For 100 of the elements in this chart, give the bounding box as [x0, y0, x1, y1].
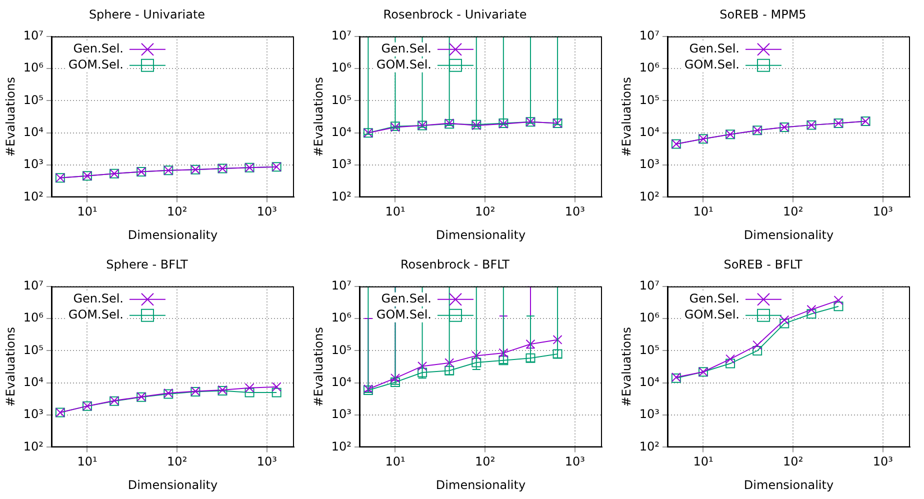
point — [444, 366, 454, 376]
point — [498, 348, 508, 358]
point — [834, 302, 844, 312]
y-tick-label: 10² — [331, 439, 352, 454]
legend-label: Gen.Sel. — [73, 42, 124, 56]
x-axis-title: Dimensionality — [128, 478, 218, 492]
point — [552, 334, 562, 344]
point — [390, 373, 400, 383]
y-axis-title: #Evaluations — [311, 76, 326, 157]
legend-label: Gen.Sel. — [689, 42, 740, 56]
point — [834, 296, 844, 306]
x-tick-label: 10¹ — [77, 204, 98, 219]
y-tick-label: 10⁷ — [23, 28, 44, 43]
x-axis-title: Dimensionality — [744, 478, 834, 492]
y-tick-label: 10² — [23, 189, 44, 204]
y-axis-title: #Evaluations — [3, 326, 18, 407]
x-axis-title: Dimensionality — [128, 228, 218, 242]
point — [444, 358, 454, 368]
y-tick-label: 10⁵ — [23, 92, 44, 107]
y-tick-label: 10³ — [639, 157, 660, 172]
y-tick-label: 10⁶ — [639, 310, 660, 325]
point — [418, 361, 428, 371]
y-tick-label: 10⁵ — [639, 342, 660, 357]
point — [726, 358, 736, 368]
legend-label: GOM.Sel. — [684, 308, 740, 322]
x-tick-label: 10³ — [872, 454, 894, 469]
y-tick-label: 10⁶ — [639, 60, 660, 75]
y-tick-label: 10⁵ — [331, 342, 352, 357]
chart-title: Rosenbrock - BFLT — [400, 257, 510, 272]
y-tick-label: 10⁴ — [639, 375, 660, 390]
y-tick-label: 10³ — [23, 157, 44, 172]
x-tick-label: 10¹ — [693, 454, 714, 469]
y-tick-label: 10⁶ — [331, 60, 352, 75]
legend-label: GOM.Sel. — [68, 58, 124, 72]
chart-title: Sphere - Univariate — [88, 7, 206, 22]
y-tick-label: 10³ — [639, 407, 660, 422]
legend-label: GOM.Sel. — [376, 308, 432, 322]
y-tick-label: 10⁵ — [331, 92, 352, 107]
point — [272, 388, 282, 398]
x-tick-label: 10¹ — [693, 204, 714, 219]
x-tick-label: 10¹ — [385, 454, 406, 469]
x-tick-label: 10³ — [564, 454, 586, 469]
point — [244, 383, 254, 393]
point — [752, 346, 762, 356]
point — [498, 356, 508, 366]
y-tick-label: 10² — [23, 439, 44, 454]
x-tick-label: 10² — [167, 204, 188, 219]
y-tick-label: 10³ — [331, 157, 352, 172]
point — [752, 340, 762, 350]
y-tick-label: 10⁴ — [23, 125, 44, 140]
chart-title: Sphere - BFLT — [106, 257, 189, 272]
x-tick-label: 10² — [475, 454, 496, 469]
point — [780, 315, 790, 325]
legend-label: Gen.Sel. — [73, 292, 124, 306]
legend-label: GOM.Sel. — [68, 308, 124, 322]
x-tick-label: 10³ — [564, 204, 586, 219]
y-tick-label: 10⁴ — [639, 125, 660, 140]
point — [472, 358, 482, 368]
point — [472, 350, 482, 360]
y-tick-label: 10⁶ — [23, 60, 44, 75]
y-tick-label: 10⁶ — [23, 310, 44, 325]
legend-label: Gen.Sel. — [381, 292, 432, 306]
y-tick-label: 10⁴ — [23, 375, 44, 390]
x-tick-label: 10² — [475, 204, 496, 219]
y-tick-label: 10⁵ — [639, 92, 660, 107]
legend-label: Gen.Sel. — [381, 42, 432, 56]
y-tick-label: 10⁶ — [331, 310, 352, 325]
y-axis-title: #Evaluations — [619, 326, 634, 407]
y-axis-title: #Evaluations — [619, 76, 634, 157]
y-tick-label: 10² — [331, 189, 352, 204]
legend-label: GOM.Sel. — [684, 58, 740, 72]
chart-title: Rosenbrock - Univariate — [383, 7, 527, 22]
chart-title: SoREB - MPM5 — [720, 7, 806, 22]
x-axis-title: Dimensionality — [744, 228, 834, 242]
x-tick-label: 10² — [783, 454, 804, 469]
x-axis-title: Dimensionality — [436, 228, 526, 242]
y-tick-label: 10⁷ — [639, 28, 660, 43]
x-tick-label: 10³ — [256, 204, 278, 219]
x-tick-label: 10² — [783, 204, 804, 219]
x-tick-label: 10¹ — [77, 454, 98, 469]
y-tick-label: 10² — [639, 439, 660, 454]
x-axis-title: Dimensionality — [436, 478, 526, 492]
x-tick-label: 10³ — [872, 204, 894, 219]
legend-label: Gen.Sel. — [689, 292, 740, 306]
y-tick-label: 10⁴ — [331, 375, 352, 390]
y-tick-label: 10⁷ — [331, 28, 352, 43]
point — [272, 382, 282, 392]
point — [526, 353, 536, 363]
y-tick-label: 10⁷ — [23, 278, 44, 293]
x-tick-label: 10³ — [256, 454, 278, 469]
y-tick-label: 10³ — [331, 407, 352, 422]
y-tick-label: 10² — [639, 189, 660, 204]
y-tick-label: 10⁵ — [23, 342, 44, 357]
point — [418, 368, 428, 378]
point — [244, 388, 254, 398]
y-axis-title: #Evaluations — [311, 326, 326, 407]
chart-title: SoREB - BFLT — [724, 257, 803, 272]
x-tick-label: 10² — [167, 454, 188, 469]
point — [552, 349, 562, 359]
point — [390, 377, 400, 387]
